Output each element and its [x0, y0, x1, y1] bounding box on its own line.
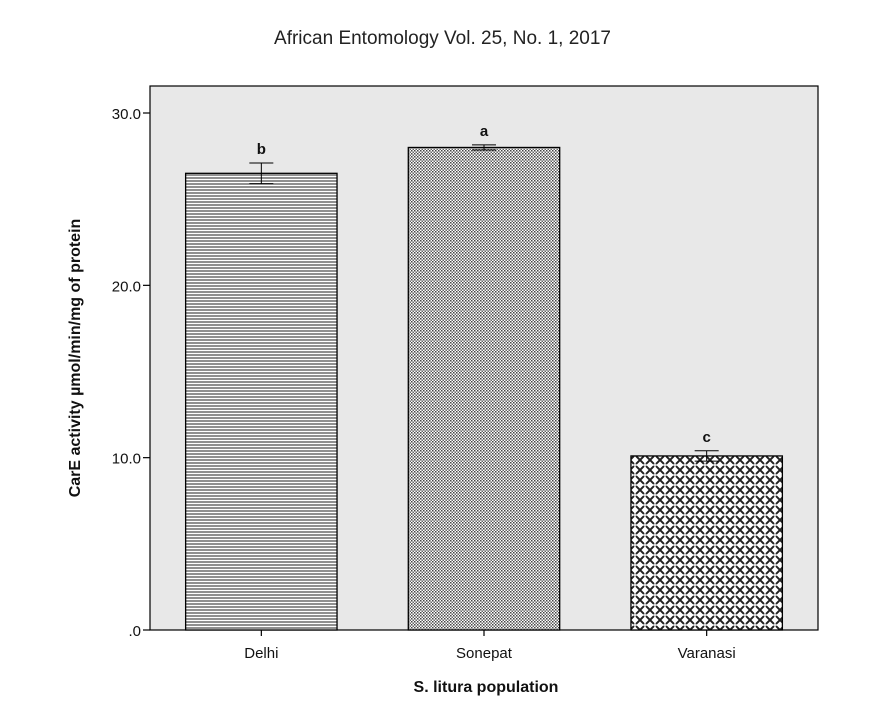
error-bar-sonepat [472, 144, 496, 151]
significance-labels: b a c [257, 123, 711, 446]
y-tick-label: .0 [128, 623, 141, 640]
bar-varanasi [630, 455, 784, 631]
y-axis: .0 10.0 20.0 30.0 [112, 106, 150, 640]
significance-label-varanasi: c [702, 429, 710, 446]
bar-delhi [184, 172, 338, 631]
y-tick-label: 20.0 [112, 278, 141, 295]
significance-label-sonepat: a [480, 123, 489, 140]
error-bars [249, 144, 719, 462]
x-tick-label: Delhi [244, 645, 278, 662]
x-tick-label: Sonepat [456, 645, 513, 662]
bar-sonepat [407, 146, 561, 631]
significance-label-delhi: b [257, 141, 266, 158]
x-axis-title: S. litura population [414, 679, 559, 696]
error-bar-delhi [249, 162, 274, 185]
error-bar-varanasi [694, 450, 719, 462]
journal-header: African Entomology Vol. 25, No. 1, 2017 [274, 28, 611, 49]
x-axis: Delhi Sonepat Varanasi [244, 630, 736, 662]
y-axis-title: CarE activity µmol/min/mg of protein [67, 219, 84, 498]
y-tick-label: 10.0 [112, 451, 141, 468]
x-tick-label: Varanasi [678, 645, 736, 662]
y-tick-label: 30.0 [112, 106, 141, 123]
